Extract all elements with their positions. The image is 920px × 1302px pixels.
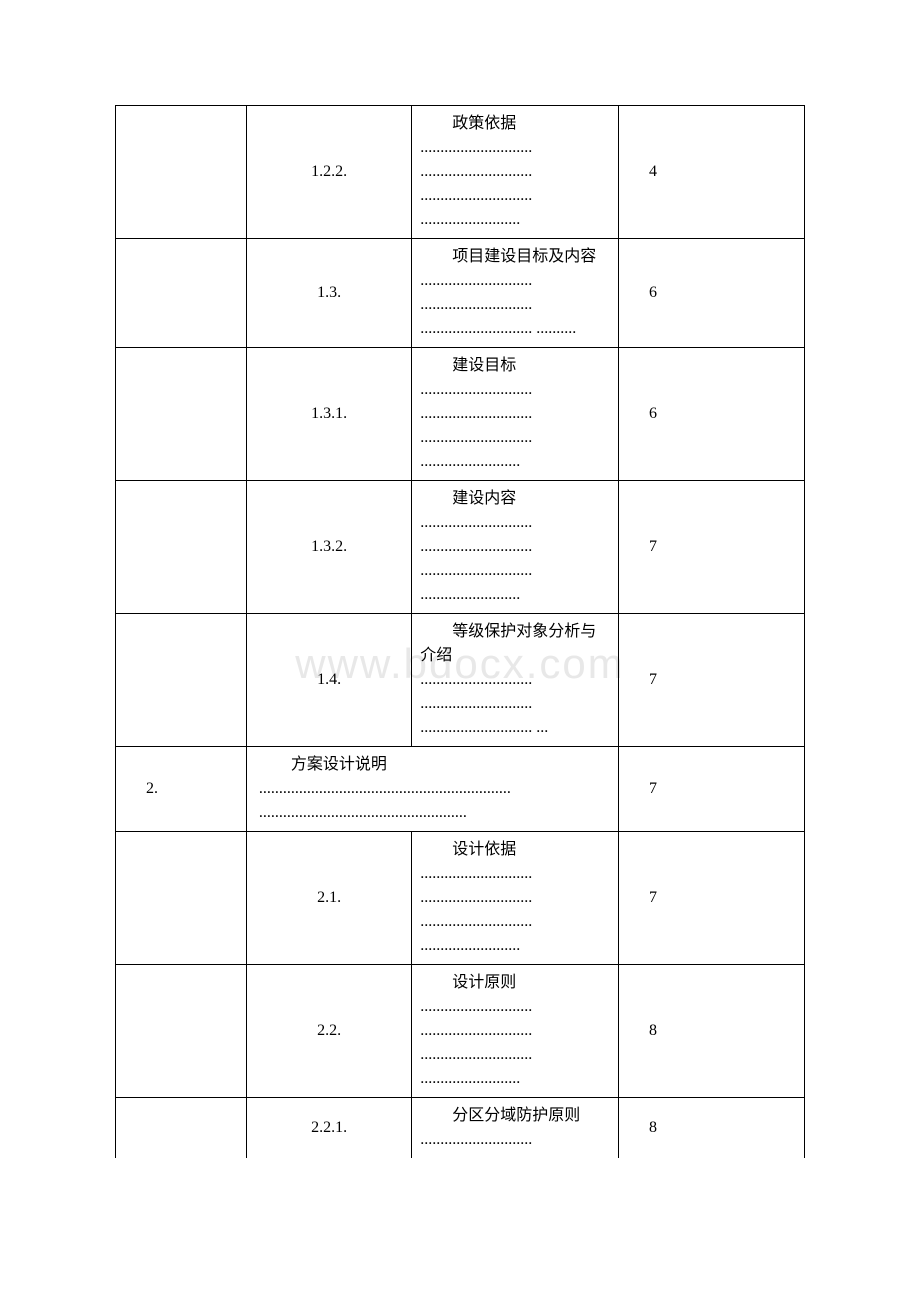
cell-section-number: 2.: [116, 747, 247, 832]
cell-section-number: 2.2.1.: [246, 1098, 411, 1159]
cell-col1: [116, 614, 247, 747]
title-text: 分区分域防护原则: [420, 1104, 610, 1128]
table-row: 1.3.2. 建设内容 ............................…: [116, 481, 805, 614]
cell-page: 8: [618, 965, 804, 1098]
dots: ............................ ...........…: [420, 995, 610, 1091]
title-text: 建设内容: [420, 487, 610, 511]
table-row: 1.4. 等级保护对象分析与介绍 .......................…: [116, 614, 805, 747]
cell-title: 建设目标 ............................ ......…: [412, 348, 619, 481]
cell-col1: [116, 481, 247, 614]
cell-section-number: 2.2.: [246, 965, 411, 1098]
cell-title: 建设内容 ............................ ......…: [412, 481, 619, 614]
cell-page: 7: [618, 747, 804, 832]
cell-page: 8: [618, 1098, 804, 1159]
cell-col1: [116, 239, 247, 348]
table-row: 2.1. 设计依据 ............................ .…: [116, 832, 805, 965]
cell-page: 7: [618, 832, 804, 965]
cell-page: 4: [618, 106, 804, 239]
cell-title: 项目建设目标及内容 ............................ .…: [412, 239, 619, 348]
cell-col1: [116, 348, 247, 481]
dots: ............................ ...........…: [420, 862, 610, 958]
cell-section-number: 1.3.2.: [246, 481, 411, 614]
title-text: 建设目标: [420, 354, 610, 378]
cell-title-merged: 方案设计说明 .................................…: [246, 747, 618, 832]
cell-title: 分区分域防护原则 ............................: [412, 1098, 619, 1159]
dots: ............................ ...........…: [420, 378, 610, 474]
table-row: 1.3. 项目建设目标及内容 .........................…: [116, 239, 805, 348]
title-text: 设计依据: [420, 838, 610, 862]
cell-title: 设计依据 ............................ ......…: [412, 832, 619, 965]
title-text: 方案设计说明: [259, 753, 610, 777]
dots: ........................................…: [259, 777, 610, 825]
cell-title: 等级保护对象分析与介绍 ............................…: [412, 614, 619, 747]
cell-col1: [116, 965, 247, 1098]
table-row: 1.2.2. 政策依据 ............................…: [116, 106, 805, 239]
title-text: 政策依据: [420, 112, 610, 136]
dots: ............................ ...........…: [420, 136, 610, 232]
cell-col1: [116, 1098, 247, 1159]
cell-col1: [116, 832, 247, 965]
toc-table: 1.2.2. 政策依据 ............................…: [115, 105, 805, 1158]
title-text: 设计原则: [420, 971, 610, 995]
cell-section-number: 1.3.: [246, 239, 411, 348]
table-row: 1.3.1. 建设目标 ............................…: [116, 348, 805, 481]
cell-page: 7: [618, 614, 804, 747]
cell-title: 设计原则 ............................ ......…: [412, 965, 619, 1098]
cell-title: 政策依据 ............................ ......…: [412, 106, 619, 239]
cell-page: 6: [618, 348, 804, 481]
cell-section-number: 1.2.2.: [246, 106, 411, 239]
cell-section-number: 1.4.: [246, 614, 411, 747]
table-row: 2.2. 设计原则 ............................ .…: [116, 965, 805, 1098]
cell-page: 7: [618, 481, 804, 614]
cell-col1: [116, 106, 247, 239]
cell-section-number: 2.1.: [246, 832, 411, 965]
dots: ............................ ...........…: [420, 668, 610, 740]
cell-page: 6: [618, 239, 804, 348]
table-row: 2. 方案设计说明 ..............................…: [116, 747, 805, 832]
title-text: 项目建设目标及内容: [420, 245, 610, 269]
dots: ............................ ...........…: [420, 511, 610, 607]
title-text: 等级保护对象分析与介绍: [420, 620, 610, 668]
dots: ............................ ...........…: [420, 269, 610, 341]
cell-section-number: 1.3.1.: [246, 348, 411, 481]
table-row: 2.2.1. 分区分域防护原则 ........................…: [116, 1098, 805, 1159]
dots: ............................: [420, 1128, 610, 1152]
toc-tbody: 1.2.2. 政策依据 ............................…: [116, 106, 805, 1159]
